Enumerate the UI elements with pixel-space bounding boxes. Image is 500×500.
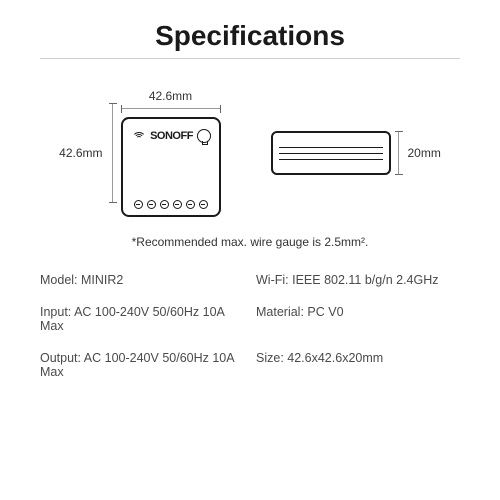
terminal-row bbox=[131, 200, 211, 209]
specifications-page: Specifications 42.6mm 42.6mm SONOFF bbox=[0, 0, 500, 500]
spec-row-wifi: Wi-Fi: IEEE 802.11 b/g/n 2.4GHz bbox=[256, 273, 460, 287]
front-width-dim: 42.6mm bbox=[121, 89, 221, 113]
spec-label: Material: bbox=[256, 305, 304, 319]
front-width-dim-line bbox=[121, 105, 221, 113]
spec-value: PC V0 bbox=[307, 305, 343, 319]
screw-terminal-icon bbox=[173, 200, 182, 209]
front-view-group: 42.6mm 42.6mm SONOFF bbox=[59, 89, 220, 217]
spec-row-model: Model: MINIR2 bbox=[40, 273, 244, 287]
title-divider bbox=[40, 58, 460, 59]
screw-terminal-icon bbox=[199, 200, 208, 209]
front-with-top: 42.6mm SONOFF bbox=[121, 89, 221, 217]
screw-terminal-icon bbox=[186, 200, 195, 209]
spec-table: Model: MINIR2 Wi-Fi: IEEE 802.11 b/g/n 2… bbox=[40, 273, 460, 379]
side-depth-label: 20mm bbox=[408, 146, 441, 160]
side-depth-dim-line bbox=[395, 131, 403, 175]
wire-gauge-note: *Recommended max. wire gauge is 2.5mm². bbox=[40, 235, 460, 249]
front-width-label: 42.6mm bbox=[149, 89, 192, 103]
spec-label: Input: bbox=[40, 305, 71, 319]
spec-row-input: Input: AC 100-240V 50/60Hz 10A Max bbox=[40, 305, 244, 333]
spec-row-material: Material: PC V0 bbox=[256, 305, 460, 333]
spec-label: Output: bbox=[40, 351, 81, 365]
spec-label: Model: bbox=[40, 273, 78, 287]
device-front-view: SONOFF bbox=[121, 117, 221, 217]
spec-value: MINIR2 bbox=[81, 273, 123, 287]
side-view-group: 20mm bbox=[271, 131, 441, 175]
side-groove-line bbox=[279, 147, 383, 148]
spec-label: Size: bbox=[256, 351, 284, 365]
side-groove-line bbox=[279, 153, 383, 154]
device-logo-row: SONOFF bbox=[131, 129, 211, 143]
wifi-signal-icon bbox=[131, 130, 147, 142]
spec-label: Wi-Fi: bbox=[256, 273, 289, 287]
screw-terminal-icon bbox=[160, 200, 169, 209]
bulb-icon bbox=[197, 129, 211, 143]
front-height-label: 42.6mm bbox=[59, 146, 102, 160]
screw-terminal-icon bbox=[134, 200, 143, 209]
front-height-dim-line bbox=[109, 103, 117, 203]
side-groove-line bbox=[279, 159, 383, 160]
device-side-view bbox=[271, 131, 391, 175]
spec-value: IEEE 802.11 b/g/n 2.4GHz bbox=[292, 273, 438, 287]
spec-value: 42.6x42.6x20mm bbox=[287, 351, 383, 365]
page-title: Specifications bbox=[40, 20, 460, 52]
spec-row-size: Size: 42.6x42.6x20mm bbox=[256, 351, 460, 379]
screw-terminal-icon bbox=[147, 200, 156, 209]
spec-row-output: Output: AC 100-240V 50/60Hz 10A Max bbox=[40, 351, 244, 379]
dimension-diagram: 42.6mm 42.6mm SONOFF bbox=[40, 89, 460, 217]
brand-text: SONOFF bbox=[150, 130, 193, 142]
